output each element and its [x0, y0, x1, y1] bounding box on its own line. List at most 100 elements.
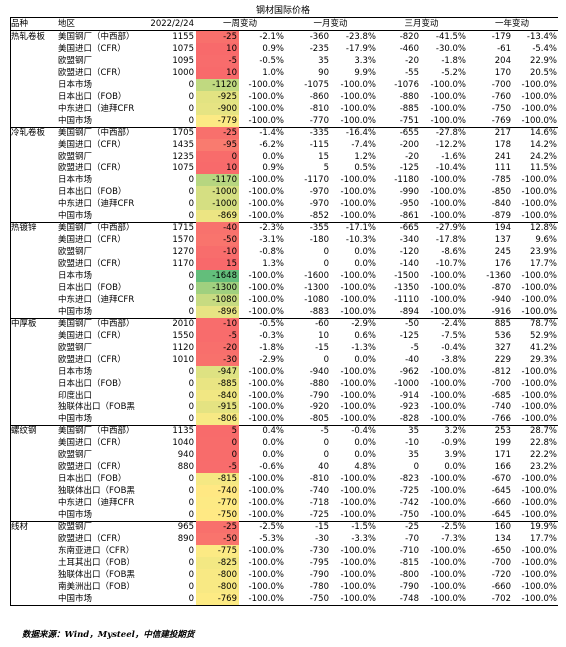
value-cell: 10 [318, 330, 329, 341]
value-cell: -100.0% [430, 294, 466, 305]
value-cell: -840 [196, 389, 239, 402]
group-name: 冷轧卷板 [11, 127, 46, 138]
region: 欧盟进口（CFR） [58, 462, 126, 473]
header-cell: 地区 [58, 19, 76, 29]
value-cell: 19.9% [529, 521, 557, 532]
header-cell: 品种 [11, 19, 29, 29]
value-cell: -100.0% [248, 187, 284, 198]
value-cell: -0.6% [259, 462, 284, 473]
value-cell: -100.0% [248, 175, 284, 186]
value-cell: 0 [188, 486, 194, 497]
value-cell: -100.0% [340, 79, 376, 90]
value-cell: -896 [196, 305, 239, 319]
header-cell: 2022/2/24 [150, 19, 194, 29]
value-cell: -660 [491, 581, 511, 592]
value-cell: -120 [399, 247, 419, 258]
value-cell: -100.0% [521, 569, 557, 580]
value-cell: 20.5% [529, 67, 557, 78]
value-cell: -100.0% [248, 390, 284, 401]
value-cell: -3.3% [351, 533, 376, 544]
source-note: 数据来源：Wind，Mysteel，中信建投期货 [22, 630, 195, 640]
value-cell: 0 [188, 294, 194, 305]
value-cell: -645 [491, 486, 511, 497]
value-cell: -50 [405, 318, 419, 329]
value-cell: 1.0% [262, 67, 284, 78]
value-cell: -760 [491, 91, 511, 102]
value-cell: 28.7% [529, 426, 557, 437]
value-cell: -5.4% [532, 43, 557, 54]
value-cell: -100.0% [521, 79, 557, 90]
value-cell: -100.0% [248, 569, 284, 580]
value-cell: -100.0% [521, 271, 557, 281]
value-cell: 35 [318, 55, 329, 66]
value-cell: 1570 [172, 235, 194, 246]
value-cell: -742 [399, 498, 419, 509]
value-cell: -100.0% [340, 91, 376, 102]
value-cell: -900 [196, 102, 239, 115]
value-cell: 0 [188, 545, 194, 556]
value-cell: 0 [188, 557, 194, 568]
value-cell: -740 [309, 486, 329, 497]
value-cell: 40 [318, 462, 329, 473]
group-rule [10, 317, 558, 319]
value-cell: 0.0% [354, 450, 376, 461]
value-cell: -825 [196, 556, 239, 570]
value-cell: 890 [177, 533, 194, 544]
value-cell: -2.9% [259, 354, 284, 365]
value-cell: -769 [196, 592, 239, 605]
region: 中东进口（迪拜CFR [58, 199, 135, 210]
value-cell: -100.0% [430, 486, 466, 497]
value-cell: -100.0% [248, 282, 284, 293]
value-cell: -100.0% [430, 103, 466, 114]
value-cell: -100.0% [521, 294, 557, 305]
group-rule [10, 126, 558, 128]
value-cell: -852 [309, 211, 329, 222]
value-cell: -10.3% [345, 235, 376, 246]
value-cell: -0.5% [259, 55, 284, 66]
value-cell: -100.0% [521, 103, 557, 114]
value-cell: -718 [309, 498, 329, 509]
value-cell: -30 [196, 353, 239, 366]
region: 独联体出口（FOB黑 [58, 569, 135, 580]
value-cell: -700 [491, 79, 511, 90]
value-cell: -645 [491, 510, 511, 520]
value-cell: 160 [494, 521, 511, 532]
value-cell: -100.0% [340, 486, 376, 497]
value-cell: 1270 [172, 247, 194, 258]
value-cell: -100.0% [430, 390, 466, 401]
region: 南美洲出口（FOB） [58, 581, 135, 592]
value-cell: 178 [494, 139, 511, 150]
region: 美国钢厂（中西部） [58, 32, 135, 42]
value-cell: -766 [491, 414, 511, 425]
value-cell: -0.4% [351, 426, 376, 437]
value-cell: -100.0% [248, 366, 284, 377]
value-cell: -2.3% [259, 223, 284, 234]
value-cell: 171 [494, 450, 511, 461]
value-cell: 0 [188, 378, 194, 389]
value-cell: -30.0% [435, 43, 466, 54]
region: 东南亚进口（CFR） [58, 545, 135, 556]
region: 日本市场 [58, 175, 93, 186]
value-cell: -100.0% [248, 115, 284, 126]
value-cell: 0.0% [354, 247, 376, 258]
value-cell: -0.4% [441, 342, 466, 353]
value-cell: -650 [491, 545, 511, 556]
value-cell: 15 [318, 151, 329, 162]
value-cell: 9.9% [354, 67, 376, 78]
value-cell: -779 [196, 114, 239, 127]
region: 日本市场 [58, 79, 93, 90]
region: 中国市场 [58, 510, 93, 520]
value-cell: 12.8% [529, 223, 557, 234]
value-cell: -100.0% [340, 569, 376, 580]
value-cell: -655 [399, 127, 419, 138]
value-cell: -10.4% [435, 163, 466, 174]
value-cell: 0.0% [354, 259, 376, 270]
value-cell: -1360 [486, 271, 511, 281]
value-cell: -100.0% [521, 402, 557, 413]
value-cell: -100.0% [340, 378, 376, 389]
value-cell: -685 [491, 390, 511, 401]
value-cell: -100.0% [430, 581, 466, 592]
value-cell: -2.5% [259, 521, 284, 532]
value-cell: 9.6% [535, 235, 557, 246]
value-cell: -770 [309, 115, 329, 126]
